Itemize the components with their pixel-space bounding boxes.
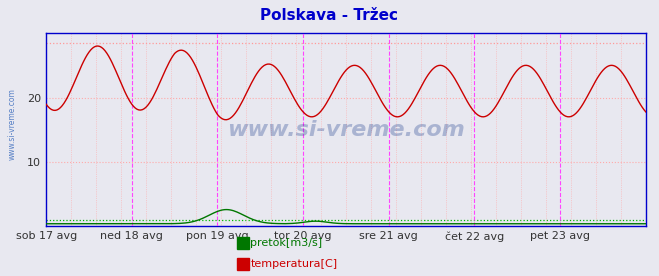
Text: www.si-vreme.com: www.si-vreme.com (8, 88, 17, 160)
Text: www.si-vreme.com: www.si-vreme.com (227, 120, 465, 140)
Text: Polskava - Tržec: Polskava - Tržec (260, 8, 399, 23)
Text: temperatura[C]: temperatura[C] (250, 259, 337, 269)
Text: pretok[m3/s]: pretok[m3/s] (250, 238, 322, 248)
